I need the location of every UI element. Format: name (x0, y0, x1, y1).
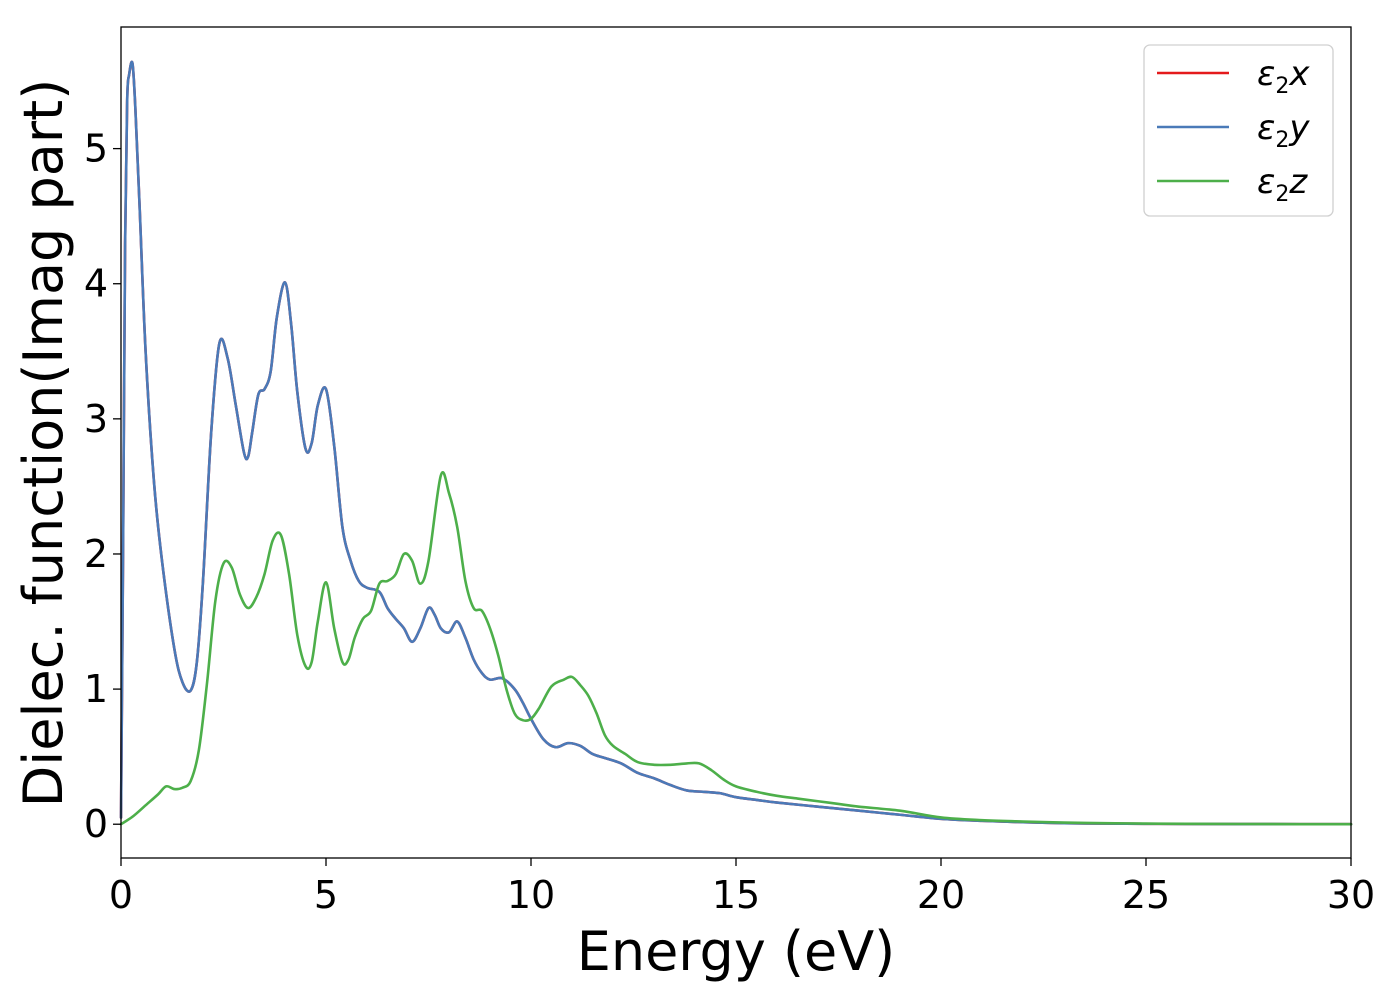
y-tick-label: 3 (84, 397, 108, 441)
series-line-y (119, 60, 1353, 826)
x-tick-label: 30 (1327, 873, 1375, 917)
x-tick-label: 5 (314, 873, 338, 917)
legend-label-z: ε2z (1257, 162, 1308, 207)
series-layer (119, 60, 1353, 826)
legend-symbol: ε (1257, 108, 1275, 148)
legend-frame (1143, 44, 1334, 217)
x-tick-label: 25 (1122, 873, 1170, 917)
legend-label-x: ε2x (1257, 54, 1310, 99)
legend-label-y: ε2y (1257, 108, 1310, 153)
legend-axis-letter: x (1288, 54, 1310, 94)
y-tick-label: 5 (84, 127, 108, 171)
y-axis-label: Dielec. function(Imag part) (12, 79, 75, 808)
legend-symbol: ε (1257, 54, 1275, 94)
legend-subscript: 2 (1275, 128, 1289, 153)
y-tick-label: 2 (84, 532, 108, 576)
legend-subscript: 2 (1275, 74, 1289, 99)
x-tick-label: 10 (507, 873, 555, 917)
legend-symbol: ε (1257, 162, 1275, 202)
legend-subscript: 2 (1275, 182, 1289, 207)
x-tick-label: 15 (712, 873, 760, 917)
x-axis-ticks: 0 5 10 15 20 25 30 (109, 858, 1375, 917)
x-tick-label: 0 (109, 873, 133, 917)
y-axis-ticks: 0 1 2 3 4 5 (84, 127, 121, 846)
x-tick-label: 20 (917, 873, 965, 917)
y-tick-label: 1 (84, 667, 108, 711)
series-line-z (119, 471, 1353, 826)
legend-axis-letter: z (1288, 162, 1308, 202)
y-tick-label: 0 (84, 802, 108, 846)
x-axis-label: Energy (eV) (577, 920, 896, 983)
legend-axis-letter: y (1288, 108, 1310, 148)
y-tick-label: 4 (84, 262, 108, 306)
